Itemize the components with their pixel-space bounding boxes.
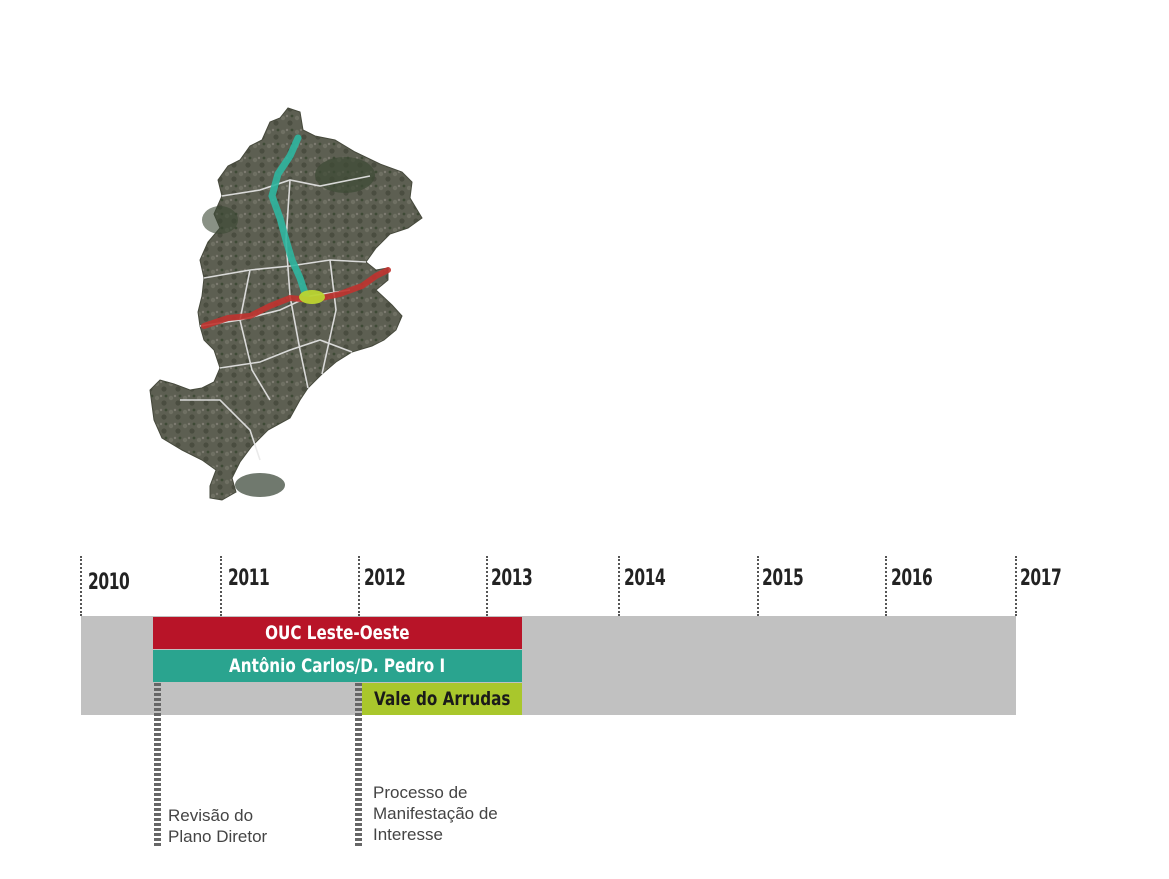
year-label-2012: 2012: [364, 566, 406, 591]
year-tick-2015: [757, 556, 759, 616]
year-label-2017: 2017: [1020, 566, 1062, 591]
bar-vale-do-arrudas: Vale do Arrudas: [362, 683, 522, 715]
bar-antonio-carlos-label: Antônio Carlos/D. Pedro I: [229, 655, 446, 677]
milestone-note-line: Interesse: [373, 825, 443, 844]
year-tick-2012: [358, 556, 360, 616]
bar-ouc-leste-oeste: OUC Leste-Oeste: [153, 617, 522, 649]
city-map: [140, 100, 440, 520]
year-label-2016: 2016: [891, 566, 933, 591]
bar-ouc-leste-oeste-label: OUC Leste-Oeste: [265, 622, 410, 644]
bar-vale-do-arrudas-label: Vale do Arrudas: [373, 688, 511, 710]
area-vale-arrudas: [299, 290, 325, 304]
year-tick-2016: [885, 556, 887, 616]
year-tick-2014: [618, 556, 620, 616]
bar-antonio-carlos: Antônio Carlos/D. Pedro I: [153, 650, 522, 682]
milestone-note-line: Processo de: [373, 783, 468, 802]
year-label-2010: 2010: [88, 570, 130, 595]
milestone-note-manifestacao: Processo de Manifestação de Interesse: [373, 782, 498, 845]
milestone-note-line: Plano Diretor: [168, 827, 268, 846]
year-tick-2010: [80, 556, 82, 616]
city-satellite-map-icon: [149, 107, 423, 501]
year-tick-2017: [1015, 556, 1017, 616]
milestone-note-plano-diretor: Revisão do Plano Diretor: [168, 805, 267, 847]
year-label-2015: 2015: [762, 566, 804, 591]
milestone-note-line: Manifestação de: [373, 804, 498, 823]
milestone-note-line: Revisão do: [168, 806, 254, 825]
year-label-2011: 2011: [228, 566, 270, 591]
milestone-marker-manifestacao: [355, 683, 362, 846]
milestone-marker-plano-diretor: [154, 683, 161, 846]
year-tick-2013: [486, 556, 488, 616]
city-boundary: [149, 107, 423, 501]
year-label-2014: 2014: [624, 566, 666, 591]
year-tick-2011: [220, 556, 222, 616]
year-label-2013: 2013: [491, 566, 533, 591]
corridor-antonio-carlos: [268, 134, 310, 300]
